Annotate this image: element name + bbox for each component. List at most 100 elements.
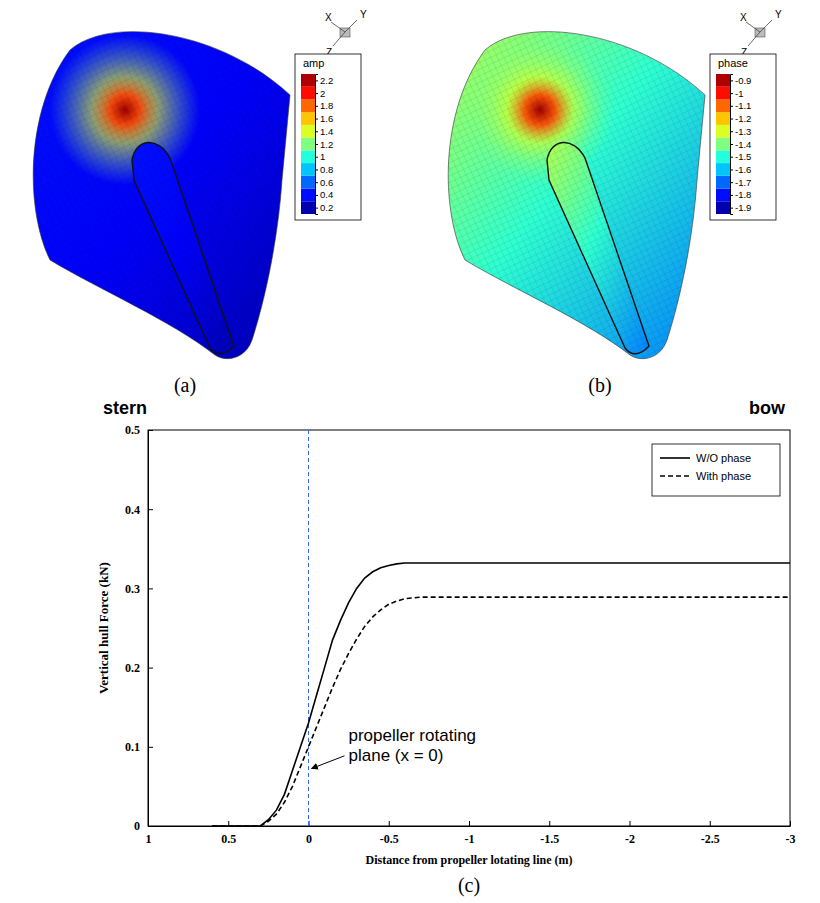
colorbar-tick-mark <box>315 182 318 183</box>
colorbar-tick-label: 2 <box>320 88 325 99</box>
y-tick-mark <box>148 826 153 827</box>
x-tick-label: -1 <box>465 832 475 846</box>
x-tick-mark <box>389 821 390 826</box>
x-tick-label: -3 <box>786 832 796 846</box>
colorbar-tick-mark <box>315 106 318 107</box>
colorbar-tick: 1.6 <box>315 113 333 124</box>
colorbar-axis: -1.9-1.8-1.7-1.6-1.5-1.4-1.3-1.2-1.1-1-0… <box>730 75 751 215</box>
colorbar-tick-mark <box>730 169 733 170</box>
side-label: stern <box>103 398 147 418</box>
colorbar-cell <box>301 99 315 112</box>
colorbar-tick-label: 0.8 <box>320 164 333 175</box>
y-axis-line <box>148 431 149 827</box>
x-tick-label: -1.5 <box>540 832 559 846</box>
colorbar-cell <box>716 189 730 202</box>
x-tick-label: -2 <box>625 832 635 846</box>
colorbar-cell <box>716 138 730 151</box>
colorbar-tick-mark <box>315 93 318 94</box>
triad-label: Y <box>775 9 782 20</box>
legend: W/O phaseWith phase <box>652 444 780 496</box>
colorbar-cell <box>716 87 730 100</box>
y-tick: 0.4 <box>125 503 153 517</box>
hull-mesh <box>448 32 705 359</box>
colorbar-tick-label: -1.9 <box>735 202 751 213</box>
colorbar-tick: -1 <box>730 88 743 99</box>
colorbar-tick-mark <box>730 106 733 107</box>
colorbar-tick: -1.9 <box>730 202 751 213</box>
colorbar-cell <box>716 163 730 176</box>
hull-panel: XYZamp0.20.40.60.811.21.41.61.822.2 <box>33 9 367 359</box>
y-tick-label: 0.5 <box>125 423 140 437</box>
legend-swatch <box>660 475 690 477</box>
y-axis: 0 0.1 0.2 0.3 0.4 0.5 <box>125 423 153 833</box>
colorbar-tick: 0.6 <box>315 177 333 188</box>
colorbar-tick-mark <box>730 119 733 120</box>
colorbar-tick-mark <box>730 182 733 183</box>
colorbar-cell <box>301 176 315 189</box>
colorbar-tick-label: -1.2 <box>735 113 751 124</box>
x-tick-label: -0.5 <box>380 832 399 846</box>
colorbar-tick-label: 2.2 <box>320 75 333 86</box>
legend-frame <box>652 444 780 496</box>
y-tick: 0.1 <box>125 740 153 754</box>
side-label: bow <box>749 398 786 418</box>
y-tick-label: 0 <box>134 819 140 833</box>
colorbar-tick-mark <box>315 195 318 196</box>
colorbar-tick-mark <box>730 144 733 145</box>
colorbar-cell <box>716 112 730 125</box>
y-axis-title: Vertical hull Force (kN) <box>96 562 111 694</box>
x-tick-label: 0 <box>306 832 312 846</box>
colorbar-axis-line <box>731 75 734 215</box>
y-tick-mark <box>148 747 153 748</box>
colorbar-tick-label: 1.2 <box>320 139 333 150</box>
legend-label: With phase <box>696 470 751 482</box>
x-axis: 10.50-0.5-1-1.5-2-2.5-3 <box>146 821 796 846</box>
colorbar-tick-mark <box>315 80 318 81</box>
colorbar-tick: -1.2 <box>730 113 751 124</box>
colorbar-tick: -0.9 <box>730 75 751 86</box>
colorbar-tick-mark <box>730 195 733 196</box>
y-tick-label: 0.2 <box>125 661 140 675</box>
colorbar-cell <box>301 112 315 125</box>
x-tick: -1.5 <box>540 821 559 846</box>
x-tick: -2.5 <box>701 821 720 846</box>
colorbar-tick: 0.2 <box>315 202 333 213</box>
skeg <box>547 142 649 353</box>
colorbar-tick: 2.2 <box>315 75 333 86</box>
colorbar-tick-mark <box>315 131 318 132</box>
x-tick: -3 <box>786 821 796 846</box>
colorbar-cell <box>301 201 315 214</box>
colorbar-cell <box>716 125 730 138</box>
colorbar-tick-label: 1.8 <box>320 100 333 111</box>
colorbar-cell <box>301 138 315 151</box>
series-line <box>212 597 790 826</box>
axes-triad: XYZ <box>740 9 782 58</box>
colorbar-tick: 0.8 <box>315 164 333 175</box>
colorbar-cell <box>716 150 730 163</box>
x-tick-label: -2.5 <box>701 832 720 846</box>
colorbar: phase-1.9-1.8-1.7-1.6-1.5-1.4-1.3-1.2-1.… <box>710 54 776 220</box>
colorbar-tick-label: 0.4 <box>320 189 333 200</box>
colorbar: amp0.20.40.60.811.21.41.61.822.2 <box>295 54 361 220</box>
panel-label: (b) <box>588 374 611 397</box>
colorbar-tick-label: -1.7 <box>735 177 751 188</box>
annotation: propeller rotatingplane (x = 0) <box>349 726 477 765</box>
y-tick-mark <box>148 588 153 589</box>
colorbar-cell <box>301 125 315 138</box>
colorbar-tick: 1 <box>315 151 325 162</box>
colorbar-tick-mark <box>730 80 733 81</box>
colorbar-cell <box>301 74 315 87</box>
figure: XYZamp0.20.40.60.811.21.41.61.822.2(a)XY… <box>0 0 820 903</box>
x-tick-mark <box>630 821 631 826</box>
colorbar-tick-label: 1.6 <box>320 113 333 124</box>
colorbar-axis-line <box>316 75 319 215</box>
hull-hotspot <box>33 32 290 359</box>
colorbar-cell <box>301 87 315 100</box>
colorbar-tick: -1.8 <box>730 189 751 200</box>
hull-mesh <box>33 32 290 359</box>
colorbar-tick-mark <box>315 169 318 170</box>
y-tick-label: 0.3 <box>125 582 140 596</box>
colorbar-tick-mark <box>315 119 318 120</box>
x-tick-mark <box>710 821 711 826</box>
colorbar-cell <box>716 201 730 214</box>
